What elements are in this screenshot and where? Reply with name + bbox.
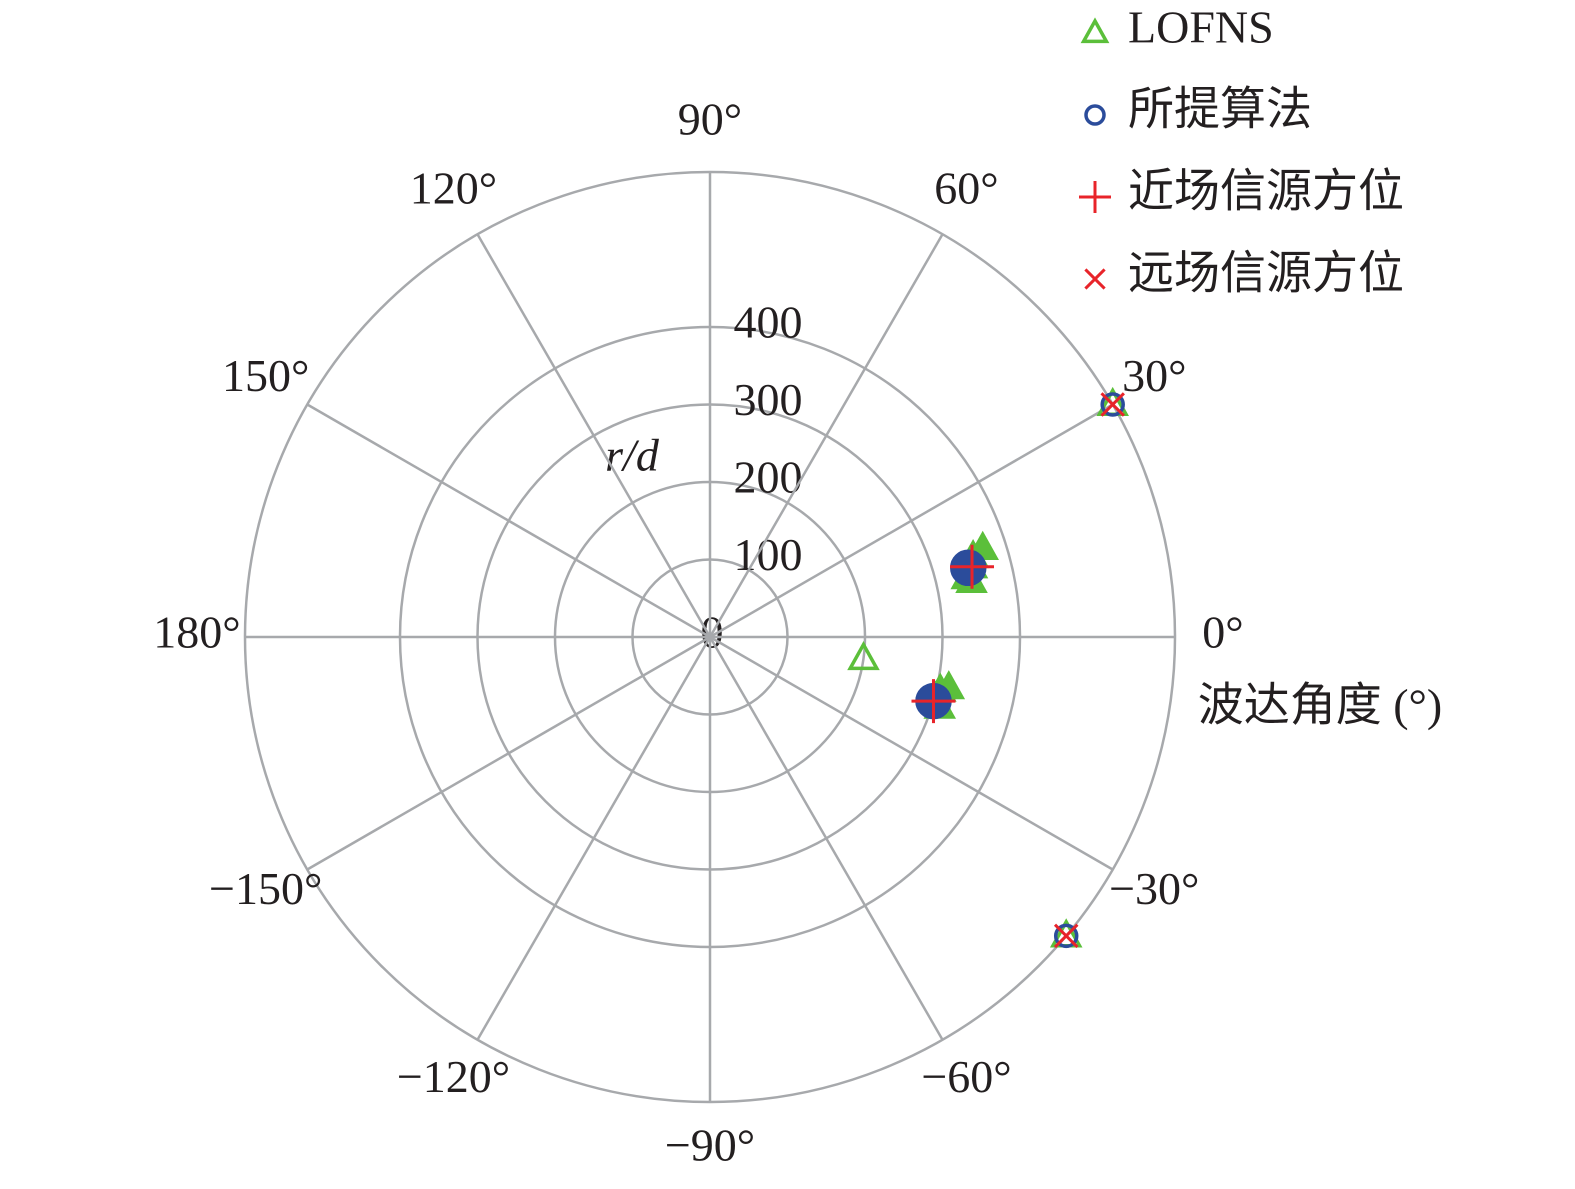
legend-marker <box>1084 104 1106 126</box>
legend-label: 远场信源方位 <box>1128 248 1404 299</box>
grid-spoke <box>708 233 944 638</box>
triangle-marker <box>847 640 880 671</box>
marker-shape <box>1100 392 1125 417</box>
theta-tick-label: 60° <box>934 162 998 213</box>
theta-tick-label: 150° <box>222 350 309 401</box>
circle-marker <box>1100 392 1125 417</box>
grid-spoke <box>476 233 712 638</box>
theta-tick-label: −150° <box>209 863 322 914</box>
theta-tick-label: 90° <box>678 94 742 145</box>
theta-tick-label: −30° <box>1109 863 1199 914</box>
marker-shape <box>1100 392 1125 417</box>
r-tick-label: 300 <box>734 374 803 425</box>
marker-shape <box>1084 268 1106 290</box>
theta-tick-label: 120° <box>410 162 497 213</box>
marker-shape <box>1079 181 1111 213</box>
legend-label: 近场信源方位 <box>1128 166 1404 217</box>
r-tick-label: 200 <box>734 452 803 503</box>
theta-tick-label: 30° <box>1122 350 1186 401</box>
cross-marker <box>1100 392 1125 417</box>
legend-marker <box>1079 181 1111 213</box>
marker-shape <box>1053 923 1079 949</box>
marker-shape <box>1053 923 1079 949</box>
grid-spoke <box>306 403 711 639</box>
grid-spoke <box>476 636 712 1041</box>
theta-tick-label: 180° <box>153 607 240 658</box>
legend-marker <box>1080 17 1110 44</box>
marker-shape <box>1080 17 1110 44</box>
grid-spoke <box>709 635 1114 871</box>
plus-marker <box>950 544 995 589</box>
grid-spoke <box>306 635 711 871</box>
marker-shape <box>950 544 995 589</box>
theta-tick-label: −60° <box>921 1051 1011 1102</box>
cross-marker <box>1053 923 1079 949</box>
marker-shape <box>847 640 880 671</box>
marker-shape <box>1084 104 1106 126</box>
plus-marker <box>911 679 956 724</box>
grid-spoke <box>708 636 944 1041</box>
circle-marker <box>1053 923 1079 949</box>
r-tick-label: 400 <box>734 297 803 348</box>
theta-axis-label: 波达角度 (°) <box>1198 680 1443 731</box>
theta-tick-label: −90° <box>665 1120 755 1171</box>
legend-label: LOFNS <box>1128 2 1274 53</box>
legend-marker <box>1084 268 1106 290</box>
legend-label: 所提算法 <box>1128 84 1312 135</box>
theta-tick-label: −120° <box>397 1051 510 1102</box>
theta-tick-label: 0° <box>1202 607 1243 658</box>
grid-spoke <box>709 403 1114 639</box>
r-axis-label: r/d <box>605 430 660 481</box>
marker-shape <box>911 679 956 724</box>
